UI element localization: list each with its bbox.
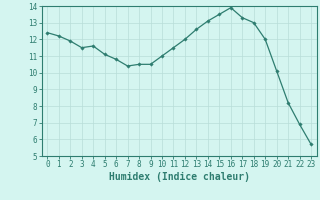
X-axis label: Humidex (Indice chaleur): Humidex (Indice chaleur) xyxy=(109,172,250,182)
